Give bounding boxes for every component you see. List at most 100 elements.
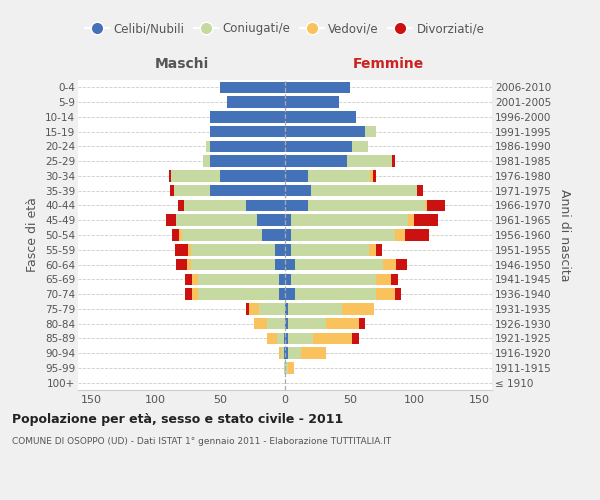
Bar xyxy=(257,214,285,226)
Bar xyxy=(292,274,376,285)
Bar xyxy=(311,185,417,196)
Text: Femmine: Femmine xyxy=(353,57,424,71)
Y-axis label: Anni di nascita: Anni di nascita xyxy=(558,188,571,281)
Text: Maschi: Maschi xyxy=(154,57,209,71)
Bar xyxy=(392,156,395,167)
Bar xyxy=(292,244,369,256)
Bar xyxy=(203,156,210,167)
Bar xyxy=(259,303,285,314)
Bar xyxy=(210,111,285,122)
Bar xyxy=(408,214,415,226)
Bar xyxy=(285,229,292,241)
Bar xyxy=(285,244,292,256)
Bar xyxy=(376,288,395,300)
Bar xyxy=(174,185,210,196)
Bar xyxy=(352,332,359,344)
Bar xyxy=(292,229,395,241)
Bar xyxy=(373,170,376,181)
Bar xyxy=(396,259,407,270)
Bar xyxy=(287,303,342,314)
Bar xyxy=(285,126,365,138)
Bar xyxy=(369,244,376,256)
Bar xyxy=(376,274,391,285)
Bar xyxy=(415,214,437,226)
Bar xyxy=(295,288,376,300)
Bar xyxy=(285,96,340,108)
Bar xyxy=(246,200,285,211)
Bar xyxy=(210,140,285,152)
Bar xyxy=(199,288,278,300)
Bar xyxy=(284,332,285,344)
Bar xyxy=(285,214,292,226)
Bar xyxy=(281,348,284,359)
Bar xyxy=(267,332,277,344)
Bar xyxy=(287,348,301,359)
Bar xyxy=(206,140,210,152)
Bar xyxy=(342,303,374,314)
Bar xyxy=(427,200,445,211)
Bar xyxy=(176,259,187,270)
Bar xyxy=(175,244,188,256)
Bar xyxy=(285,348,287,359)
Bar xyxy=(352,140,368,152)
Bar xyxy=(285,156,347,167)
Bar xyxy=(287,362,294,374)
Bar xyxy=(220,170,285,181)
Bar xyxy=(285,200,308,211)
Bar xyxy=(278,348,281,359)
Bar xyxy=(284,348,285,359)
Bar xyxy=(277,332,284,344)
Bar xyxy=(287,332,313,344)
Text: Popolazione per età, sesso e stato civile - 2011: Popolazione per età, sesso e stato civil… xyxy=(12,412,343,426)
Bar xyxy=(210,185,285,196)
Bar xyxy=(176,214,257,226)
Bar xyxy=(370,170,373,181)
Bar xyxy=(285,82,350,93)
Bar xyxy=(184,200,246,211)
Bar xyxy=(395,229,406,241)
Bar xyxy=(313,332,352,344)
Bar xyxy=(254,318,267,330)
Bar xyxy=(191,244,275,256)
Bar xyxy=(292,214,408,226)
Bar xyxy=(406,229,428,241)
Bar xyxy=(301,348,326,359)
Bar xyxy=(383,259,396,270)
Bar xyxy=(170,185,174,196)
Bar xyxy=(192,288,199,300)
Bar xyxy=(182,229,262,241)
Bar xyxy=(171,170,220,181)
Bar xyxy=(365,126,376,138)
Y-axis label: Fasce di età: Fasce di età xyxy=(26,198,40,272)
Bar xyxy=(262,229,285,241)
Bar xyxy=(417,185,424,196)
Bar xyxy=(285,259,295,270)
Bar xyxy=(285,288,295,300)
Bar xyxy=(278,288,285,300)
Bar xyxy=(308,200,425,211)
Bar xyxy=(308,170,370,181)
Bar xyxy=(267,318,285,330)
Bar xyxy=(246,303,249,314)
Bar xyxy=(285,318,287,330)
Bar xyxy=(172,229,179,241)
Bar xyxy=(169,170,171,181)
Bar xyxy=(166,214,176,226)
Bar xyxy=(285,170,308,181)
Bar xyxy=(391,274,398,285)
Bar xyxy=(210,156,285,167)
Bar xyxy=(220,82,285,93)
Bar xyxy=(187,259,191,270)
Bar xyxy=(191,259,275,270)
Bar xyxy=(275,244,285,256)
Bar xyxy=(285,140,352,152)
Bar xyxy=(347,156,392,167)
Bar xyxy=(295,259,383,270)
Bar xyxy=(425,200,427,211)
Text: COMUNE DI OSOPPO (UD) - Dati ISTAT 1° gennaio 2011 - Elaborazione TUTTITALIA.IT: COMUNE DI OSOPPO (UD) - Dati ISTAT 1° ge… xyxy=(12,438,391,446)
Bar xyxy=(249,303,259,314)
Bar xyxy=(278,274,285,285)
Bar xyxy=(285,362,287,374)
Bar xyxy=(192,274,199,285)
Bar xyxy=(326,318,359,330)
